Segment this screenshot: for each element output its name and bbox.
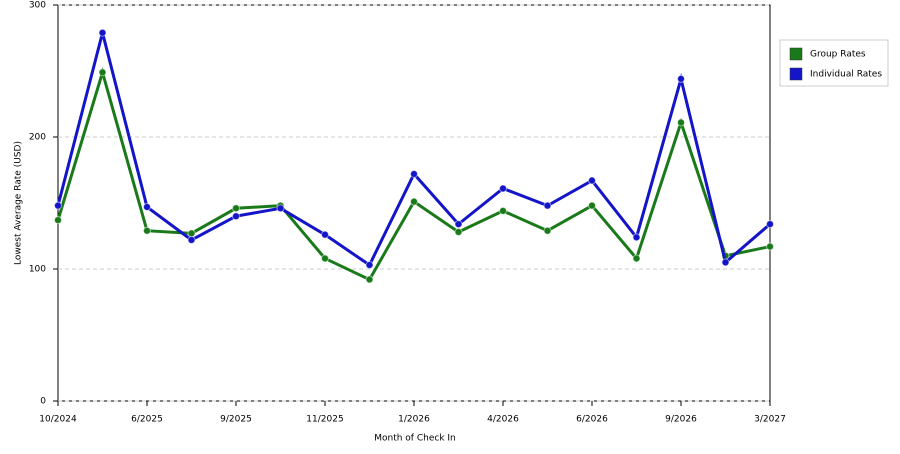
y-tick-label: 100 (29, 265, 46, 275)
x-tick-label: 3/2027 (754, 415, 786, 425)
point (365, 275, 374, 284)
point (365, 261, 374, 270)
x-tick-label: 9/2026 (665, 415, 697, 425)
point (588, 176, 596, 185)
point (410, 169, 418, 178)
point (54, 216, 62, 225)
point (232, 204, 240, 213)
y-tick-label: 200 (29, 133, 46, 143)
x-tick-label: 10/2024 (39, 415, 77, 425)
point (454, 220, 463, 229)
point (499, 206, 507, 215)
point (187, 235, 196, 244)
point (677, 118, 685, 127)
legend-label: Group Rates (810, 50, 866, 60)
legend-label: Individual Rates (810, 70, 882, 80)
point (721, 258, 730, 267)
legend-swatch (789, 67, 803, 81)
point (321, 230, 329, 239)
point (321, 254, 329, 263)
point (499, 184, 507, 193)
point (454, 228, 463, 237)
point (588, 201, 596, 210)
point (187, 229, 196, 238)
point (54, 201, 62, 210)
legend-swatch (789, 47, 803, 61)
point (276, 204, 285, 213)
x-tick-label: 4/2026 (487, 415, 519, 425)
point (543, 201, 552, 210)
x-tick-label: 9/2025 (220, 415, 252, 425)
point (766, 242, 774, 251)
y-tick-label: 300 (29, 1, 46, 11)
point (766, 220, 774, 229)
point (143, 226, 151, 235)
x-tick-label: 1/2026 (398, 415, 430, 425)
point (98, 68, 107, 77)
y-tick-label: 0 (40, 397, 46, 407)
point (677, 74, 685, 83)
point (543, 226, 552, 235)
point (143, 202, 151, 211)
point (632, 254, 641, 263)
x-tick-label: 11/2025 (306, 415, 343, 425)
point (410, 197, 418, 206)
x-axis-label: Month of Check In (374, 434, 456, 444)
x-tick-label: 6/2026 (576, 415, 608, 425)
point (232, 212, 240, 221)
point (98, 28, 107, 37)
x-tick-label: 6/2025 (131, 415, 163, 425)
y-axis-label: Lowest Average Rate (USD) (14, 141, 24, 265)
point (632, 233, 641, 242)
